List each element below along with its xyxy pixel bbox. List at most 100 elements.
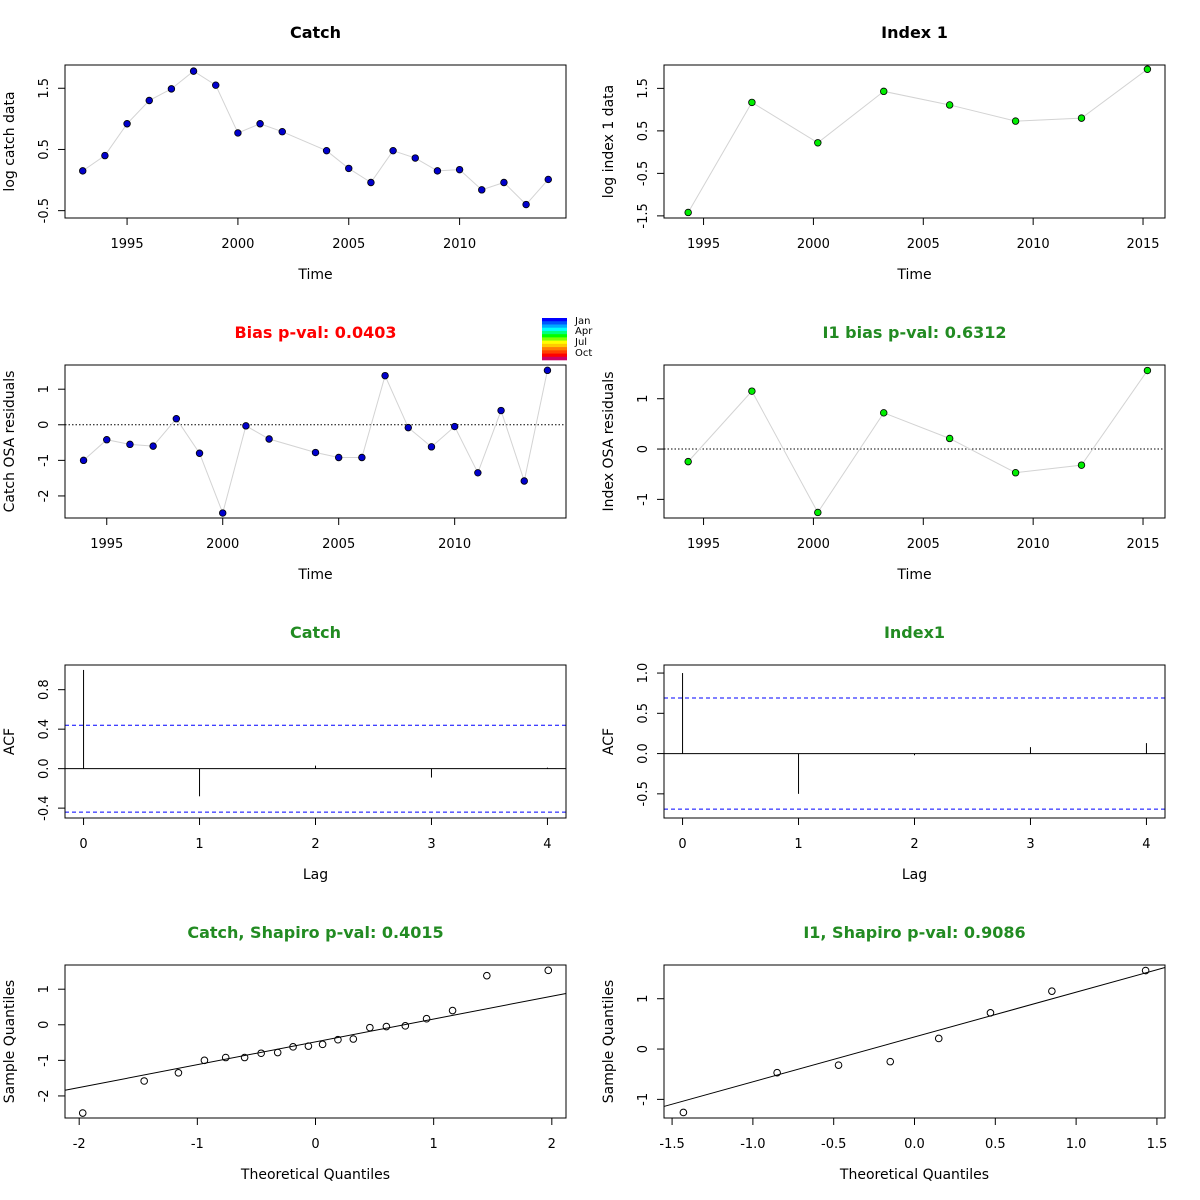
data-point: [986, 1009, 995, 1017]
data-point: [1011, 117, 1020, 125]
series-connector-line: [687, 68, 1148, 213]
data-point: [322, 146, 331, 155]
index-acf-panel: Index1 Lag ACF 0 1 2 3 4 -0.5 0.0 0.5 1.0: [601, 623, 1166, 883]
chart-title: Index 1: [881, 23, 948, 42]
data-point: [200, 1056, 209, 1065]
index-data-panel: Index 1 Time log index 1 data 1995 2000 2005 2…: [601, 23, 1166, 283]
y-tick-label: 0.0: [636, 743, 651, 764]
x-tick-label: 2010: [443, 237, 476, 252]
y-tick-label: -0.5: [636, 161, 651, 186]
data-point: [945, 101, 954, 109]
data-point: [773, 1068, 781, 1077]
x-tick-label: 2000: [797, 237, 830, 252]
data-point: [433, 167, 442, 175]
legend-color-swatch: [542, 330, 567, 335]
y-tick-label: 0: [636, 1045, 651, 1053]
data-point: [1143, 65, 1152, 73]
data-point: [304, 1042, 313, 1050]
data-point: [945, 434, 954, 443]
y-tick-label: 0.5: [636, 121, 651, 142]
data-point: [381, 371, 389, 380]
data-point: [212, 81, 220, 89]
x-tick-label: 2015: [1126, 237, 1159, 252]
x-tick-label: 1.5: [1147, 1137, 1168, 1152]
chart-title: Catch: [290, 23, 341, 42]
x-tick-label: 1995: [111, 237, 144, 252]
series-connector-line: [82, 70, 549, 206]
x-tick-label: 0: [79, 837, 87, 852]
data-point: [1048, 987, 1056, 995]
x-tick-label: 2005: [907, 537, 940, 552]
data-point: [483, 971, 491, 980]
data-point: [1011, 469, 1020, 477]
y-tick-label: 0.5: [636, 703, 651, 724]
x-tick-label: 2010: [1017, 237, 1050, 252]
y-tick-label: -1: [37, 454, 52, 467]
y-axis-label: log catch data: [2, 91, 18, 191]
chart-title: Index1: [884, 623, 945, 642]
y-tick-label: 0.5: [37, 139, 52, 160]
x-tick-label: -1.5: [659, 1137, 684, 1152]
data-point: [814, 139, 822, 147]
x-axis-label: Lag: [303, 867, 328, 883]
plot-frame: [663, 964, 1166, 1119]
y-axis-label: Index OSA residuals: [601, 372, 617, 512]
y-tick-label: 1.5: [636, 78, 651, 99]
x-tick-label: 2015: [1126, 537, 1159, 552]
plot-frame: [663, 364, 1166, 519]
data-point: [427, 443, 436, 451]
data-point: [500, 178, 508, 187]
data-point: [221, 1053, 230, 1062]
plot-frame: [64, 64, 567, 219]
data-point: [256, 120, 264, 128]
plot-frame: [64, 364, 567, 519]
data-point: [78, 1109, 87, 1117]
data-point: [422, 1014, 431, 1023]
data-point: [79, 167, 87, 175]
data-point: [401, 1022, 410, 1030]
x-tick-label: 2005: [907, 237, 940, 252]
y-tick-label: 0: [37, 421, 52, 429]
x-axis-label: Lag: [902, 867, 927, 883]
data-point: [544, 966, 553, 975]
data-point: [684, 208, 692, 217]
y-tick-label: 0.4: [37, 719, 52, 740]
data-point: [103, 436, 111, 444]
y-axis-label: Sample Quantiles: [2, 980, 18, 1103]
y-tick-label: -1: [636, 493, 651, 506]
chart-title: Catch: [290, 623, 341, 642]
plot-frame: [663, 64, 1166, 219]
data-point: [679, 1108, 688, 1117]
x-tick-label: 2010: [1017, 537, 1050, 552]
data-point: [404, 423, 412, 432]
legend-color-swatch: [542, 353, 567, 358]
x-tick-label: -1: [191, 1137, 204, 1152]
x-tick-label: 1: [430, 1137, 438, 1152]
y-tick-label: -0.5: [37, 198, 52, 223]
legend-color-swatch: [542, 350, 567, 354]
y-tick-label: 0.0: [37, 758, 52, 779]
legend-color-swatch: [542, 334, 567, 338]
data-point: [140, 1077, 148, 1085]
data-point: [145, 96, 153, 105]
chart-title: I1, Shapiro p-val: 0.9086: [803, 923, 1025, 942]
data-point: [1143, 366, 1152, 375]
data-point: [219, 509, 227, 517]
data-point: [478, 186, 486, 194]
data-point: [1077, 114, 1086, 122]
data-point: [522, 200, 530, 209]
data-point: [814, 508, 822, 517]
y-axis-label: ACF: [601, 728, 617, 755]
data-point: [195, 449, 204, 457]
x-axis-label: Theoretical Quantiles: [240, 1167, 390, 1183]
data-point: [167, 85, 176, 93]
legend-label: Apr: [575, 326, 593, 337]
legend-color-swatch: [542, 343, 567, 348]
legend-color-swatch: [542, 318, 567, 322]
qq-reference-line: [64, 992, 567, 1091]
y-tick-label: 0.8: [37, 679, 52, 700]
y-axis-label: ACF: [2, 728, 18, 755]
series-connector-line: [83, 370, 548, 515]
